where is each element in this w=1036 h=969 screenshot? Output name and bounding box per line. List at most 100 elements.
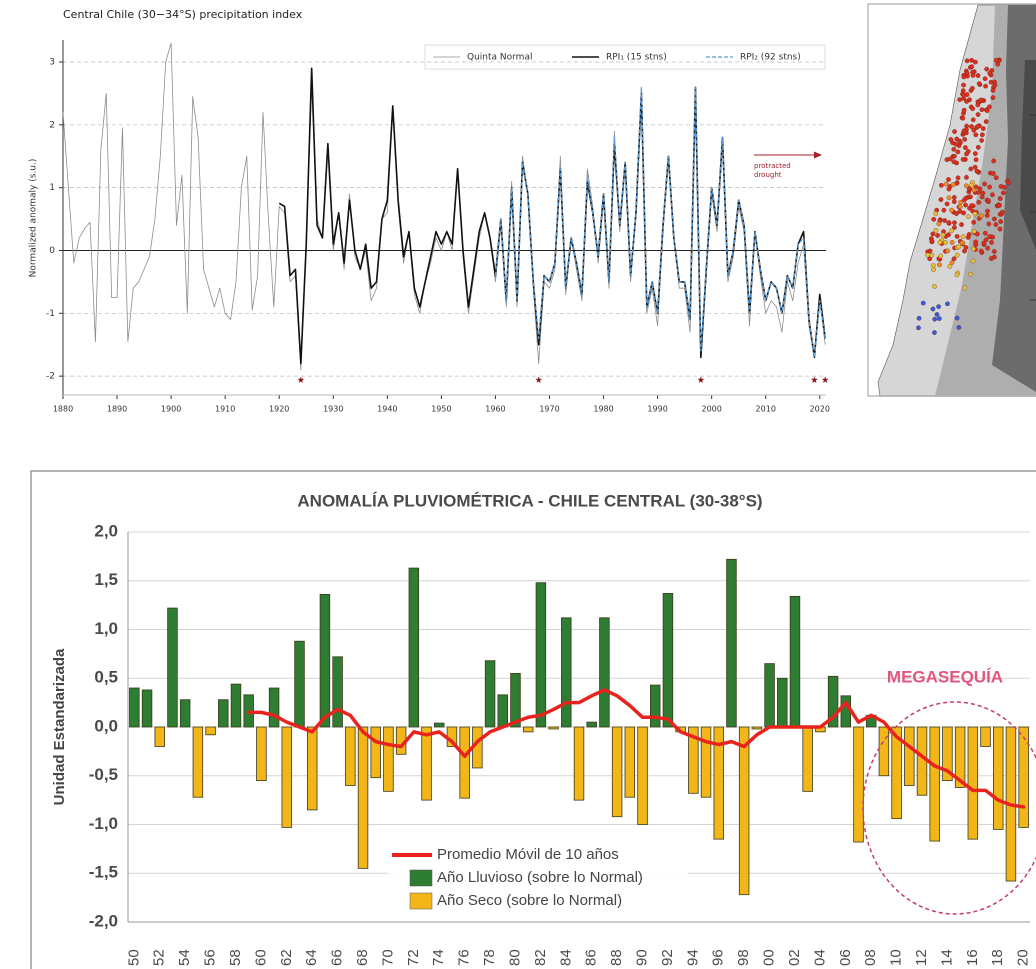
station-dot bbox=[930, 239, 934, 243]
station-dot bbox=[993, 83, 997, 87]
station-dot bbox=[971, 118, 975, 122]
bar bbox=[777, 678, 787, 727]
bar bbox=[130, 688, 140, 727]
station-dot bbox=[964, 99, 968, 103]
station-dot bbox=[932, 284, 936, 288]
x-tick-label: 04 bbox=[811, 949, 828, 966]
bar bbox=[625, 727, 635, 797]
station-dot bbox=[976, 103, 980, 107]
station-dot bbox=[970, 106, 974, 110]
y-tick-label: 1,5 bbox=[94, 570, 118, 589]
bar bbox=[523, 727, 533, 732]
x-tick-label: 1930 bbox=[323, 405, 343, 414]
x-tick-label: 88 bbox=[608, 949, 625, 966]
bar bbox=[981, 727, 991, 747]
station-dot bbox=[948, 157, 952, 161]
bar bbox=[574, 727, 584, 800]
bar bbox=[384, 727, 394, 791]
station-dot bbox=[934, 228, 938, 232]
station-dot bbox=[977, 81, 981, 85]
y-tick-label: 0,5 bbox=[94, 668, 118, 687]
bar bbox=[422, 727, 432, 800]
station-dot bbox=[962, 108, 966, 112]
x-tick-label: 92 bbox=[659, 949, 676, 966]
station-dot bbox=[931, 307, 935, 311]
station-dot bbox=[976, 112, 980, 116]
x-tick-label: 12 bbox=[913, 949, 930, 966]
bar bbox=[168, 608, 178, 727]
bar bbox=[790, 596, 800, 727]
y-tick-label: -2,0 bbox=[89, 911, 118, 930]
station-dot bbox=[969, 58, 973, 62]
station-dot bbox=[987, 234, 991, 238]
station-dot bbox=[921, 301, 925, 305]
legend-label: Año Seco (sobre lo Normal) bbox=[437, 892, 622, 909]
y-tick-label: 0 bbox=[49, 246, 55, 256]
bar bbox=[739, 727, 749, 895]
station-dot bbox=[979, 249, 983, 253]
station-dot bbox=[963, 203, 967, 207]
page: {"chart_data": [ {"type": "line", "title… bbox=[0, 0, 1036, 969]
station-dot bbox=[952, 199, 956, 203]
series-line bbox=[495, 87, 825, 357]
station-dot bbox=[981, 191, 985, 195]
x-tick-label: 62 bbox=[278, 949, 295, 966]
station-dot bbox=[972, 229, 976, 233]
station-dot bbox=[969, 203, 973, 207]
y-axis-label: Normalized anomaly (s.u.) bbox=[29, 159, 39, 278]
station-dot bbox=[931, 267, 935, 271]
bar bbox=[549, 727, 559, 729]
station-dot bbox=[991, 95, 995, 99]
station-dot bbox=[948, 264, 952, 268]
drought-marker bbox=[822, 377, 829, 383]
legend-label: Promedio Móvil de 10 años bbox=[437, 846, 619, 863]
station-dot bbox=[998, 219, 1002, 223]
bar bbox=[142, 690, 152, 727]
station-dot bbox=[955, 234, 959, 238]
drought-marker bbox=[811, 377, 818, 383]
station-dot bbox=[961, 157, 965, 161]
x-tick-label: 1980 bbox=[593, 405, 613, 414]
x-tick-label: 02 bbox=[786, 949, 803, 966]
station-dot bbox=[991, 171, 995, 175]
bar bbox=[587, 722, 597, 727]
bar bbox=[612, 727, 622, 817]
x-tick-label: 70 bbox=[379, 949, 396, 966]
y-tick-label: -1,0 bbox=[89, 814, 118, 833]
station-dot bbox=[952, 195, 956, 199]
station-dot bbox=[969, 124, 973, 128]
legend-swatch bbox=[410, 893, 432, 909]
station-dot bbox=[951, 182, 955, 186]
bar bbox=[663, 593, 673, 727]
station-dot bbox=[980, 133, 984, 137]
annotation: drought bbox=[754, 171, 782, 179]
legend-label: RPI₂ (92 stns) bbox=[740, 53, 801, 63]
station-dot bbox=[979, 213, 983, 217]
bar bbox=[930, 727, 940, 841]
y-tick-label: -2 bbox=[46, 372, 55, 382]
station-dot bbox=[957, 245, 961, 249]
bar bbox=[460, 727, 470, 798]
x-tick-label: 18 bbox=[989, 949, 1006, 966]
station-dot bbox=[962, 249, 966, 253]
x-tick-label: 1970 bbox=[539, 405, 559, 414]
station-dot bbox=[917, 316, 921, 320]
y-tick-label: 1,0 bbox=[94, 619, 118, 638]
y-tick-label: 3 bbox=[49, 57, 55, 67]
x-tick-label: 78 bbox=[481, 949, 498, 966]
station-dot bbox=[974, 133, 978, 137]
x-tick-label: 56 bbox=[202, 949, 219, 966]
x-tick-label: 1940 bbox=[377, 405, 397, 414]
bar bbox=[231, 684, 241, 727]
x-tick-label: 50 bbox=[125, 949, 142, 966]
station-dot bbox=[956, 176, 960, 180]
bar bbox=[155, 727, 165, 747]
station-dot bbox=[962, 75, 966, 79]
station-dot bbox=[936, 304, 940, 308]
station-dot bbox=[983, 84, 987, 88]
x-tick-label: 90 bbox=[633, 949, 650, 966]
station-dot bbox=[972, 188, 976, 192]
station-dot bbox=[935, 312, 939, 316]
station-dot bbox=[968, 272, 972, 276]
bar bbox=[600, 618, 610, 727]
